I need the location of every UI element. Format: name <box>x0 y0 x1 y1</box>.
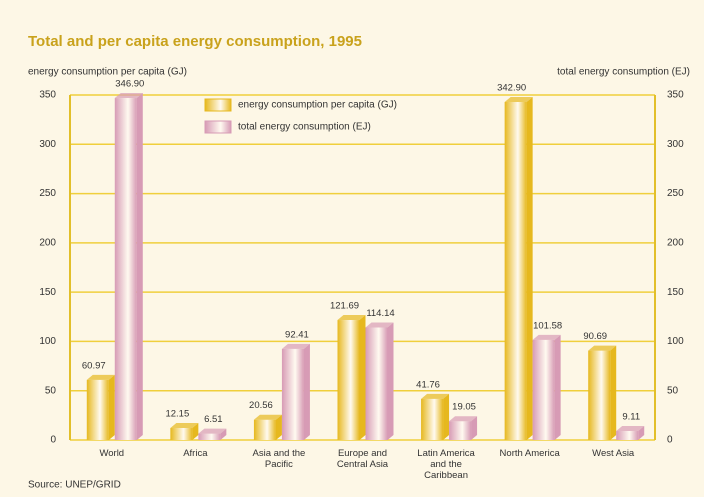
y-axis-title: energy consumption per capita (GJ) <box>28 67 187 78</box>
bar-side <box>638 426 645 440</box>
value-label: 346.90 <box>115 79 144 90</box>
bar <box>588 350 611 440</box>
value-label: 92.41 <box>285 329 309 340</box>
bar-top <box>253 414 282 420</box>
value-label: 60.97 <box>82 360 106 371</box>
bar-side <box>108 374 115 440</box>
bar-top <box>588 345 617 351</box>
bar-side <box>387 322 394 440</box>
y2-tick-label: 150 <box>667 287 684 298</box>
y-tick-label: 50 <box>45 385 57 396</box>
y2-tick-label: 50 <box>667 385 679 396</box>
bar-side <box>275 414 282 440</box>
x-tick-label: Latin America and the Caribbean <box>417 448 475 481</box>
source: Source: UNEP/GRID <box>28 480 121 491</box>
bar-side <box>554 334 561 440</box>
chart-title: Total and per capita energy consumption,… <box>28 33 362 50</box>
value-label: 20.56 <box>249 400 273 411</box>
bar-side <box>443 393 450 440</box>
bar-top <box>504 96 533 102</box>
bar <box>170 428 193 440</box>
bar-top <box>170 423 199 429</box>
value-label: 114.14 <box>366 308 394 319</box>
bar <box>114 98 137 440</box>
value-label: 121.69 <box>330 301 359 312</box>
y2-tick-label: 0 <box>667 435 673 446</box>
x-tick-label: Europe and Central Asia <box>336 448 389 470</box>
bar-side <box>192 423 199 440</box>
bar-side <box>471 416 478 440</box>
y2-axis-title: total energy consumption (EJ) <box>557 67 690 78</box>
bar <box>532 339 555 440</box>
value-label: 6.51 <box>204 414 223 425</box>
value-label: 41.76 <box>416 379 440 390</box>
bar <box>365 327 388 440</box>
bar-top <box>337 315 366 321</box>
bar-side <box>220 428 227 440</box>
y2-tick-label: 250 <box>667 188 684 199</box>
bar <box>616 431 639 440</box>
y-tick-label: 300 <box>39 139 56 150</box>
bar <box>504 101 527 441</box>
bar-top <box>86 374 115 380</box>
bar <box>198 433 221 440</box>
bar-top <box>421 393 450 399</box>
bar-top <box>198 428 227 434</box>
bar-side <box>136 93 143 440</box>
bar <box>337 320 360 440</box>
y-tick-label: 250 <box>39 188 56 199</box>
x-tick-label: West Asia <box>592 448 635 459</box>
legend-swatch <box>204 98 232 112</box>
y2-tick-label: 300 <box>667 139 684 150</box>
legend-label: energy consumption per capita (GJ) <box>238 100 397 111</box>
bar <box>253 419 276 440</box>
bar-side <box>526 96 533 441</box>
y-tick-label: 0 <box>50 435 56 446</box>
y-tick-label: 350 <box>39 90 56 101</box>
bar <box>86 379 109 440</box>
value-label: 12.15 <box>165 409 189 420</box>
bar-top <box>281 343 310 349</box>
bar-top <box>616 426 645 432</box>
value-label: 9.11 <box>622 412 640 423</box>
bar-top <box>449 416 478 422</box>
legend-label: total energy consumption (EJ) <box>238 122 371 133</box>
bar <box>421 398 444 440</box>
bar <box>449 421 472 440</box>
y-tick-label: 200 <box>39 237 56 248</box>
y2-tick-label: 200 <box>667 237 684 248</box>
bar-top <box>532 334 561 340</box>
x-tick-label: Africa <box>183 448 208 459</box>
x-tick-label: Asia and the Pacific <box>252 448 306 470</box>
y2-tick-label: 350 <box>667 90 684 101</box>
x-tick-label: North America <box>499 448 560 459</box>
bar-side <box>303 343 310 440</box>
y2-tick-label: 100 <box>667 336 684 347</box>
bar <box>281 348 304 440</box>
bar-top <box>114 93 143 99</box>
value-label: 342.90 <box>497 83 526 94</box>
bar-top <box>365 322 394 328</box>
x-tick-label: World <box>99 448 125 459</box>
legend-swatch <box>204 120 232 134</box>
value-label: 19.05 <box>452 402 476 413</box>
bar-side <box>359 315 366 440</box>
y-tick-label: 100 <box>39 336 56 347</box>
value-label: 90.69 <box>583 331 607 342</box>
bar-side <box>610 345 617 440</box>
y-tick-label: 150 <box>39 287 56 298</box>
value-label: 101.58 <box>533 320 562 331</box>
